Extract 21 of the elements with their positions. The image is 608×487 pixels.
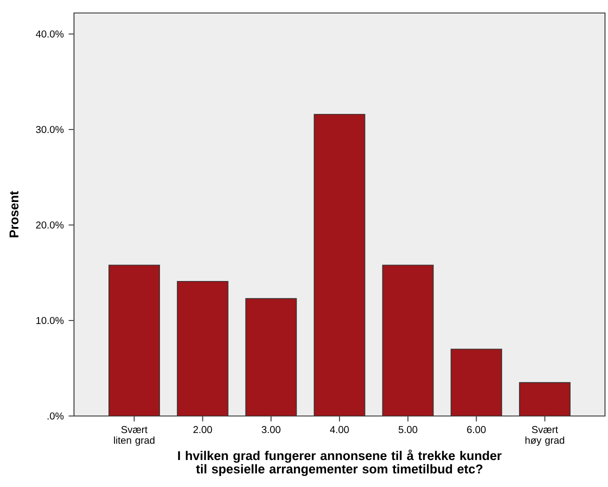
x-tick-label: 5.00	[398, 426, 418, 434]
y-tick-label: .0%	[48, 412, 64, 420]
bar	[451, 349, 502, 416]
x-tick-label: 4.00	[330, 426, 349, 434]
x-tick-label: Svært høy grad	[525, 426, 564, 446]
y-tick-label: 10.0%	[36, 316, 64, 324]
bar	[177, 281, 228, 416]
y-tick-label: 20.0%	[36, 221, 64, 229]
x-axis-title: I hvilken grad fungerer annonsene til å trekke kunder til spesielle arrangementer som timetilbud etc?	[178, 450, 502, 476]
bar	[382, 265, 434, 416]
y-tick-label: 30.0%	[36, 126, 64, 134]
x-tick-label: 2.00	[193, 426, 212, 434]
y-tick-label: 40.0%	[36, 30, 64, 38]
y-axis-title: Prosent	[10, 191, 18, 238]
bar	[246, 298, 296, 416]
bar	[519, 382, 571, 416]
x-tick-label: Svært liten grad	[114, 426, 154, 446]
bar	[314, 114, 365, 416]
x-tick-label: 3.00	[262, 426, 280, 434]
bar	[108, 265, 160, 416]
x-tick-label: 6.00	[467, 426, 486, 434]
